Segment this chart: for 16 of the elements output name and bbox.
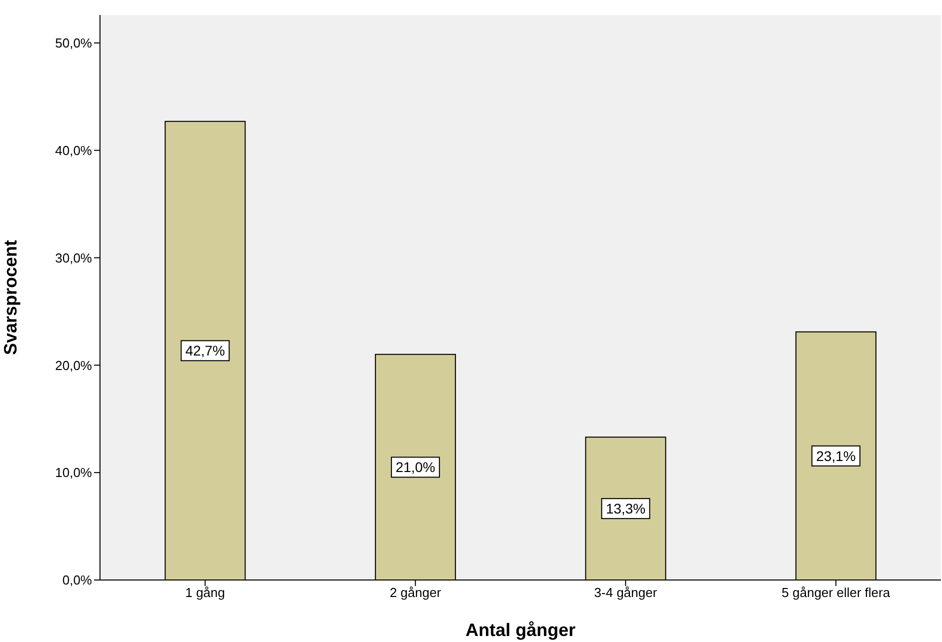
x-tick-label: 2 gånger bbox=[390, 585, 442, 600]
x-tick-label: 5 gånger eller flera bbox=[782, 585, 891, 600]
data-label: 42,7% bbox=[185, 342, 226, 359]
y-tick-label: 0,0% bbox=[62, 572, 92, 588]
data-label: 23,1% bbox=[816, 448, 856, 464]
data-label: 21,0% bbox=[396, 459, 436, 476]
y-tick-label: 40,0% bbox=[55, 142, 92, 158]
y-tick-label: 30,0% bbox=[55, 250, 92, 266]
x-tick-label: 1 gång bbox=[185, 585, 226, 600]
data-label: 13,3% bbox=[606, 500, 646, 517]
x-tick-label: 3-4 gånger bbox=[594, 585, 658, 600]
x-axis-title: Antal gånger bbox=[465, 620, 576, 640]
y-tick-label: 20,0% bbox=[55, 358, 92, 373]
y-axis-title: Svarsprocent bbox=[0, 240, 20, 356]
y-tick-label: 10,0% bbox=[55, 465, 92, 480]
y-tick-label: 50,0% bbox=[55, 36, 92, 51]
